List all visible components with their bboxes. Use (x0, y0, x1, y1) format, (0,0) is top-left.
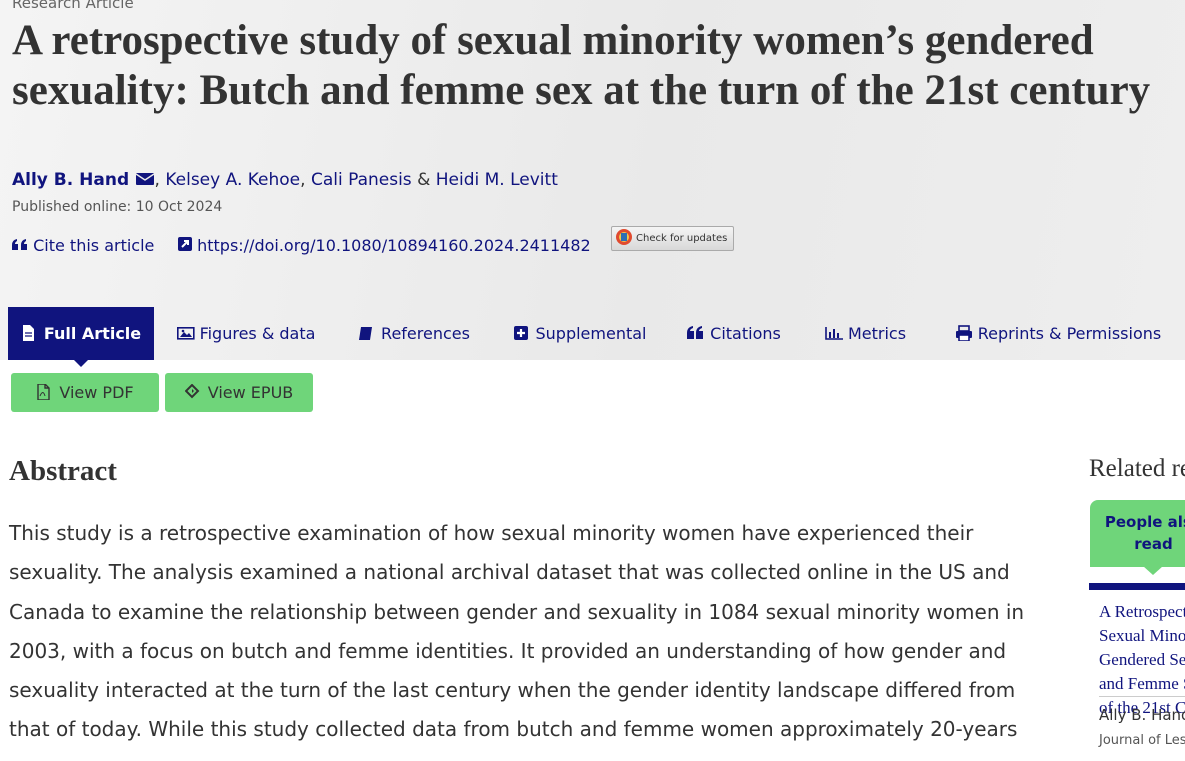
tab-icon (955, 325, 972, 342)
quote-icon (12, 239, 27, 250)
cite-text[interactable]: Cite this article (33, 236, 155, 255)
tab[interactable]: References (346, 307, 482, 360)
tab[interactable]: Reprints & Permissions (940, 307, 1176, 360)
email-icon[interactable] (135, 172, 155, 186)
updates-icon (616, 229, 632, 245)
download-button[interactable]: View EPUB (165, 373, 313, 412)
tab-label[interactable]: Figures & data (199, 324, 316, 343)
article-type: Research Article (12, 0, 134, 12)
separator: , (154, 170, 160, 190)
header-background (0, 0, 1185, 360)
tab[interactable]: Supplemental (503, 307, 656, 360)
doi-text[interactable]: https://doi.org/10.1080/10894160.2024.24… (197, 236, 591, 255)
author[interactable]: Kelsey A. Kehoe (165, 170, 301, 190)
tab-label[interactable]: Full Article (43, 324, 142, 343)
tab-icon (825, 327, 843, 340)
active-pointer (74, 360, 88, 367)
cite-link[interactable]: Cite this article (12, 236, 154, 255)
sidebar-heading: Related research (1089, 455, 1185, 482)
tab-label[interactable]: Reprints & Permissions (977, 324, 1162, 343)
tab-label[interactable]: Metrics (847, 324, 907, 343)
related-author: Ally B. Hand (1099, 706, 1185, 724)
tab-label[interactable]: Supplemental (535, 324, 647, 343)
doi-link[interactable]: https://doi.org/10.1080/10894160.2024.24… (178, 236, 591, 255)
tab-icon (22, 325, 34, 341)
check-updates-button[interactable]: Check for updates (611, 226, 734, 251)
author[interactable]: Cali Panesis (310, 170, 412, 190)
tab-icon (176, 326, 195, 340)
tab[interactable]: Full Article (8, 307, 154, 367)
abstract-text: This study is a retrospective examinatio… (9, 521, 1025, 742)
author[interactable]: Ally B. Hand (12, 170, 130, 190)
sidebar: Related research People also read A Retr… (1089, 450, 1185, 761)
article-title: A retrospective study of sexual minority… (12, 17, 1151, 114)
external-icon (178, 237, 192, 251)
people-also-read-tab[interactable]: People also read (1090, 500, 1185, 567)
button-label[interactable]: View PDF (59, 383, 134, 402)
separator: & (417, 170, 431, 190)
tab-pointer (1143, 566, 1163, 575)
separator: , (300, 170, 306, 190)
updates-text[interactable]: Check for updates (636, 233, 728, 244)
tab[interactable]: Citations (676, 307, 792, 360)
tab-label[interactable]: Citations (710, 324, 781, 343)
card-top-bar (1089, 583, 1185, 590)
abstract-heading: Abstract (9, 455, 117, 487)
tab[interactable]: Metrics (809, 307, 922, 360)
author-list: Ally B. Hand , Kelsey A. Kehoe, Cali Pan… (12, 170, 558, 190)
tab-icon (687, 326, 704, 339)
tab-icon (359, 327, 373, 340)
related-journal: Journal of Lesbian Studies (1099, 733, 1185, 748)
tab[interactable]: Figures & data (166, 307, 326, 360)
tab-icon (513, 326, 528, 340)
button-label[interactable]: View EPUB (207, 383, 294, 402)
button-icon (184, 383, 200, 399)
published-date: Published online: 10 Oct 2024 (12, 199, 223, 215)
button-icon (37, 383, 51, 401)
tab-label[interactable]: References (381, 324, 470, 343)
download-button[interactable]: View PDF (11, 373, 159, 412)
author[interactable]: Heidi M. Levitt (435, 170, 558, 190)
divider (1099, 696, 1185, 697)
related-title[interactable]: A Retrospective Study of Sexual Minority… (1099, 602, 1185, 717)
